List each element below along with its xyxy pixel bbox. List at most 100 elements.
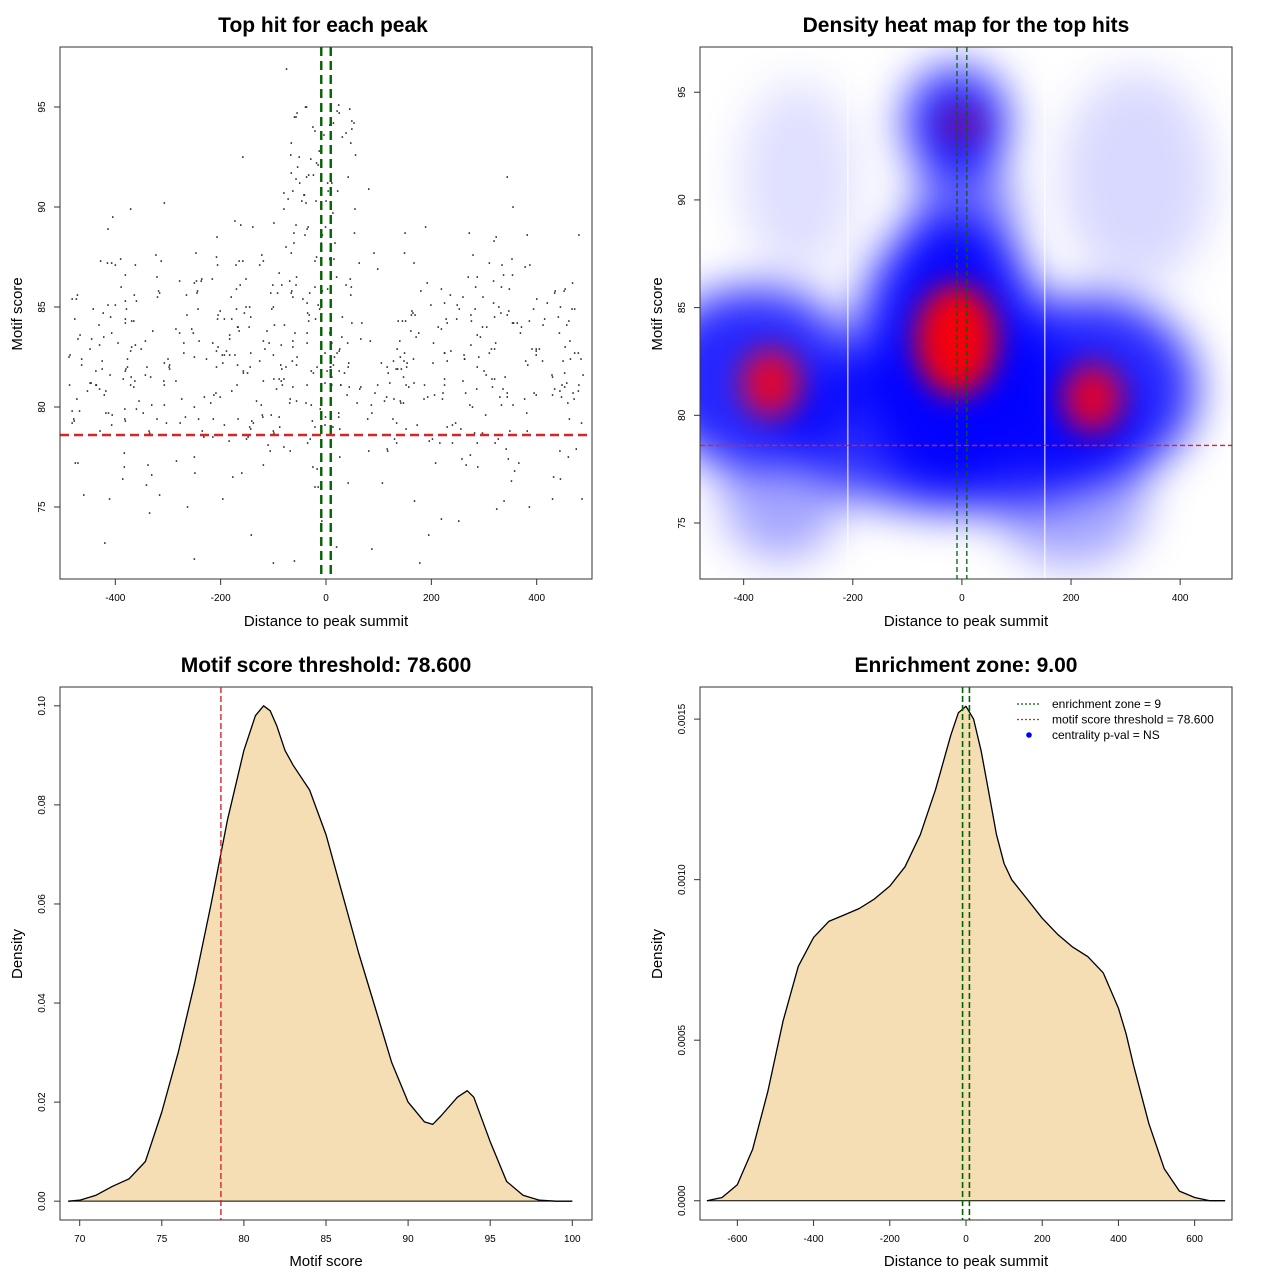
scatter-point: [160, 260, 162, 262]
scatter-point: [183, 352, 185, 354]
scatter-point: [561, 384, 563, 386]
scatter-point: [567, 402, 569, 404]
scatter-point: [573, 308, 576, 310]
y-axis: 75 80 85 90 95: [677, 86, 701, 529]
scatter-point: [292, 346, 294, 348]
scatter-point: [238, 330, 240, 332]
scatter-point: [324, 352, 326, 354]
scatter-point: [413, 382, 415, 384]
scatter-point: [332, 212, 334, 214]
scatter-point: [526, 234, 529, 236]
scatter-point: [406, 362, 408, 364]
scatter-point: [110, 332, 113, 334]
scatter-point: [512, 404, 514, 406]
scatter-point: [558, 332, 561, 334]
scatter-point: [424, 226, 427, 228]
scatter-point: [90, 338, 93, 340]
scatter-point: [349, 108, 351, 110]
scatter-point: [510, 480, 513, 482]
scatter-point: [506, 392, 508, 394]
scatter-point: [209, 402, 212, 404]
scatter-point: [314, 286, 316, 288]
scatter-point: [273, 222, 275, 224]
scatter-point: [519, 332, 522, 334]
scatter-point: [314, 426, 316, 428]
scatter-point: [304, 234, 306, 236]
scatter-point: [280, 364, 282, 366]
x-tick-label: 80: [238, 1234, 250, 1245]
scatter-point: [270, 414, 273, 416]
x-tick-label: -200: [211, 593, 231, 604]
scatter-point: [196, 292, 198, 294]
scatter-point: [236, 384, 238, 386]
scatter-point: [543, 318, 546, 320]
scatter-point: [367, 188, 370, 190]
scatter-point: [201, 430, 204, 432]
scatter-point: [148, 512, 151, 514]
scatter-point: [271, 308, 273, 310]
scatter-point: [72, 418, 75, 420]
scatter-point: [144, 374, 147, 376]
scatter-point: [361, 322, 363, 324]
scatter-point: [347, 176, 349, 178]
scatter-point: [185, 294, 188, 296]
scatter-point: [245, 306, 247, 308]
x-tick-label: -200: [843, 593, 863, 604]
scatter-point: [140, 348, 142, 350]
scatter-point: [478, 356, 480, 358]
scatter-point: [512, 206, 514, 208]
scatter-point: [461, 458, 463, 460]
scatter-point: [156, 276, 158, 278]
scatter-point: [535, 394, 537, 396]
scatter-point: [309, 438, 311, 440]
scatter-point: [403, 252, 406, 254]
scatter-point: [163, 380, 165, 382]
scatter-point: [262, 260, 265, 262]
scatter-point: [245, 438, 248, 440]
scatter-point: [306, 442, 309, 444]
plot-frame: [59, 46, 593, 580]
scatter-point: [269, 450, 271, 452]
x-tick-label: 0: [963, 1234, 969, 1245]
scatter-point: [321, 520, 323, 522]
scatter-point: [212, 436, 214, 438]
scatter-point: [551, 376, 554, 378]
scatter-point: [414, 314, 416, 316]
scatter-point: [68, 356, 70, 358]
scatter-point: [110, 424, 113, 426]
scatter-point: [445, 318, 447, 320]
scatter-point: [228, 354, 231, 356]
scatter-point: [239, 224, 242, 226]
scatter-point: [175, 380, 177, 382]
scatter-point: [268, 342, 270, 344]
scatter-point: [533, 392, 535, 394]
scatter-point: [123, 466, 126, 468]
scatter-point: [255, 400, 258, 402]
scatter-point: [528, 320, 531, 322]
scatter-point: [95, 384, 97, 386]
scatter-point: [413, 262, 415, 264]
scatter-point: [350, 286, 353, 288]
scatter-point: [497, 438, 500, 440]
x-tick-label: -200: [880, 1234, 900, 1245]
scatter-point: [371, 412, 373, 414]
scatter-point: [440, 288, 443, 290]
scatter-point: [80, 364, 83, 366]
scatter-point: [407, 386, 410, 388]
scatter-point: [531, 348, 533, 350]
scatter-point: [306, 384, 308, 386]
scatter-point: [150, 404, 153, 406]
scatter-point: [275, 388, 278, 390]
scatter-point: [336, 190, 339, 192]
scatter-point: [317, 486, 319, 488]
scatter-point: [290, 154, 292, 156]
scatter-point: [135, 408, 138, 410]
chart-title: Top hit for each peak: [218, 14, 428, 37]
scatter-point: [318, 150, 320, 152]
scatter-point: [346, 342, 349, 344]
scatter-point: [346, 394, 348, 396]
scatter-point: [249, 428, 252, 430]
scatter-point: [219, 310, 221, 312]
scatter-point: [163, 362, 166, 364]
scatter-point: [475, 388, 478, 390]
